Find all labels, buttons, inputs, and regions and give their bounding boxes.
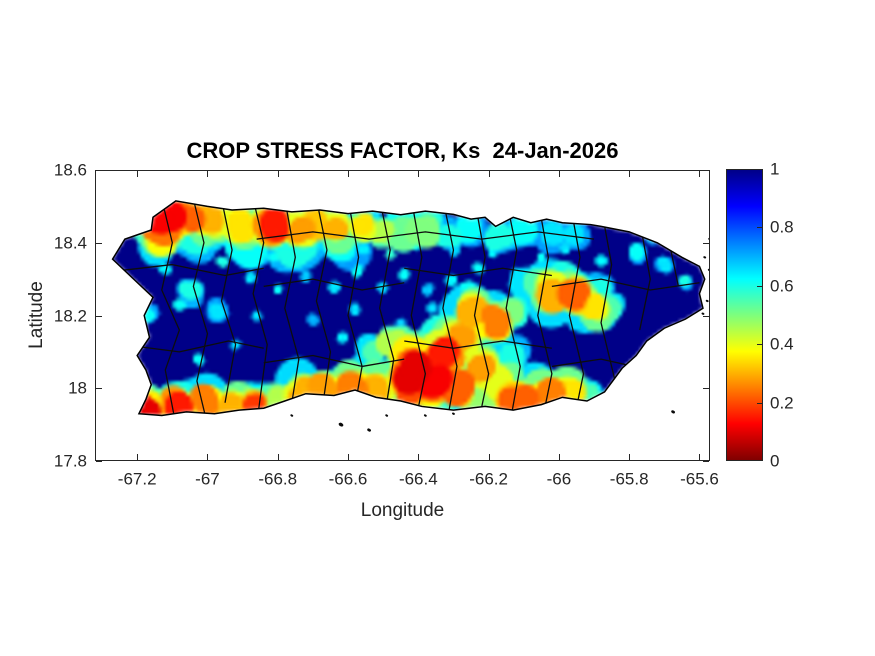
colorbar-tick-mark [757, 285, 762, 287]
y-axis-label: Latitude [26, 281, 47, 349]
x-tick-label: -66 [546, 469, 572, 489]
colorbar-tick-mark [757, 344, 762, 346]
x-axis-label: Longitude [360, 500, 445, 521]
colorbar-tick-label: 0.6 [770, 276, 794, 296]
x-tick-label: -65.6 [680, 469, 719, 489]
x-tick-label: -66.8 [258, 469, 298, 489]
y-tick-mark-right [703, 461, 709, 462]
colorbar-tick-mark [757, 227, 762, 229]
colorbar-tick-label: 0.2 [770, 393, 794, 413]
x-tick-label: -65.8 [609, 469, 649, 489]
colorbar-tick-label: 0 [770, 451, 780, 471]
chart-title: CROP STRESS FACTOR, Ks 24-Jan-2026 [186, 138, 619, 163]
x-tick-label: -66.4 [398, 469, 438, 489]
colorbar-tick-label: 1 [770, 159, 780, 179]
colorbar-gradient [726, 169, 763, 461]
y-tick-label: 18.4 [53, 233, 87, 253]
y-tick-label: 18.6 [53, 160, 87, 180]
x-tick-label: -67 [195, 469, 220, 489]
y-tick-label: 18.2 [53, 306, 87, 325]
y-tick-mark [96, 461, 102, 462]
puerto-rico-heatmap-canvas [95, 170, 710, 461]
colorbar-tick-label: 0.4 [770, 334, 794, 354]
x-tick-label: -66.6 [328, 469, 368, 489]
y-tick-label: 17.8 [53, 451, 87, 471]
colorbar-tick-label: 0.8 [770, 217, 794, 237]
x-tick-label: -67.2 [117, 469, 157, 489]
colorbar-tick-mark [757, 402, 762, 404]
y-tick-label: 18 [68, 378, 87, 398]
x-tick-label: -66.2 [469, 469, 508, 489]
